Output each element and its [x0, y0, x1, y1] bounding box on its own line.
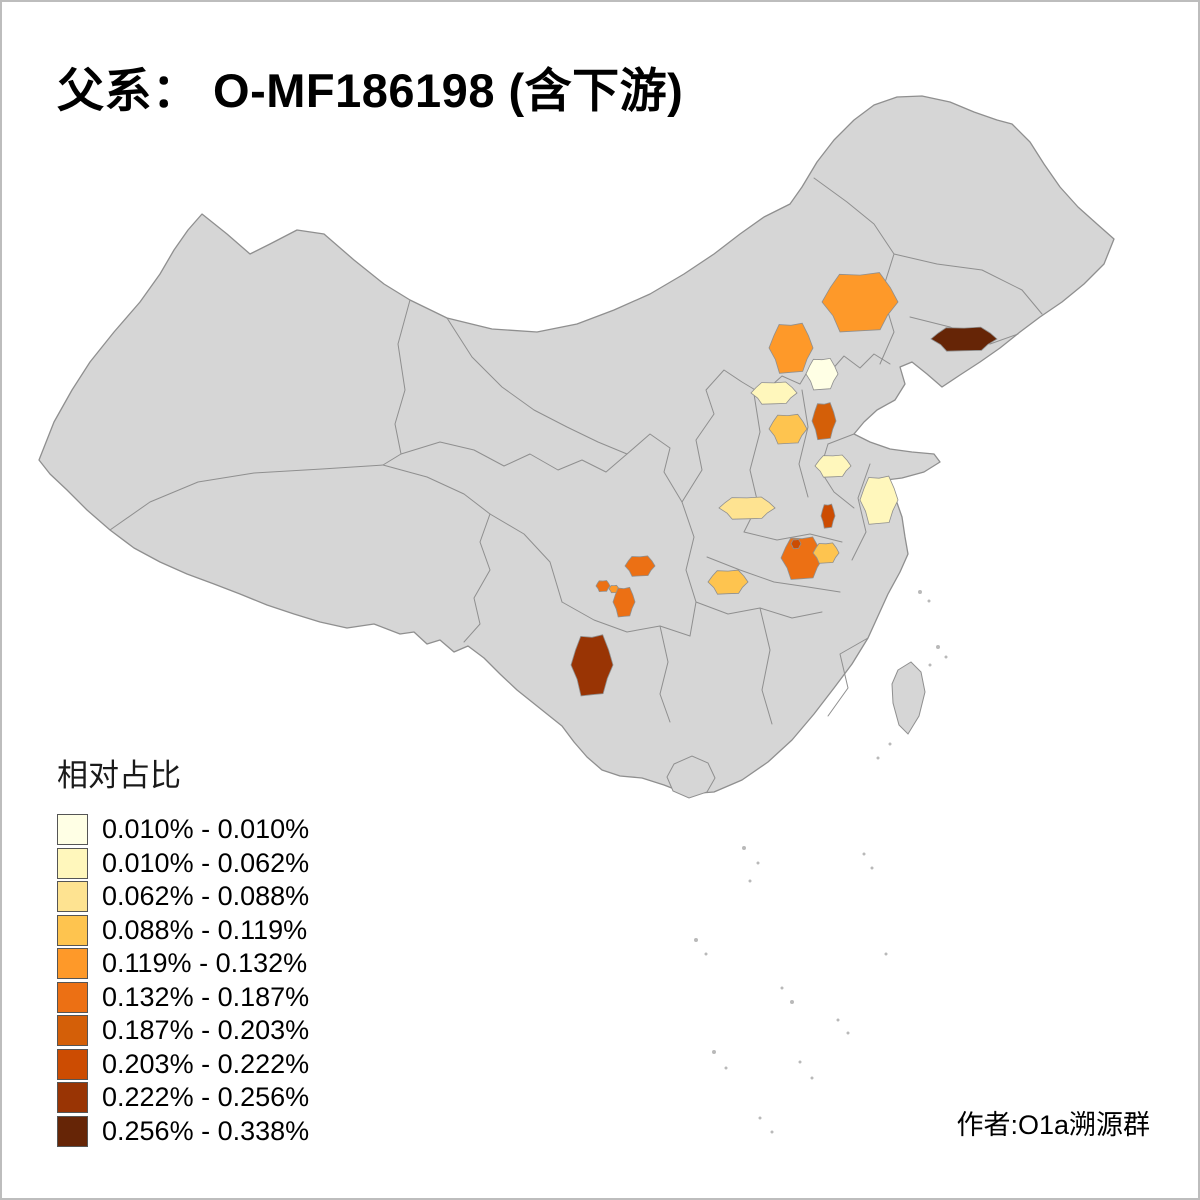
legend-label: 0.222% - 0.256% [102, 1082, 310, 1113]
legend-swatch [57, 948, 88, 980]
legend-swatch [57, 1015, 88, 1047]
highlighted-region [820, 503, 836, 529]
legend-label: 0.088% - 0.119% [102, 914, 308, 945]
hainan-island [666, 755, 716, 799]
legend-swatch [57, 981, 88, 1013]
legend-row: 0.256% - 0.338% [57, 1115, 309, 1149]
highlighted-region [570, 634, 614, 697]
legend-swatch [57, 881, 88, 913]
legend-label: 0.187% - 0.203% [102, 1015, 310, 1046]
highlighted-region [612, 586, 636, 618]
attribution: 作者:O1a溯源群 [956, 1110, 1150, 1140]
figure-title: 父系： O-MF186198 (含下游) [57, 64, 684, 117]
highlighted-region [812, 542, 840, 564]
highlighted-region [595, 580, 611, 593]
legend-title: 相对占比 [57, 758, 181, 793]
highlighted-region [707, 569, 749, 595]
highlighted-region [859, 475, 899, 525]
highlighted-region [780, 536, 824, 580]
legend-label: 0.119% - 0.132% [102, 948, 308, 979]
highlighted-region [718, 496, 776, 520]
legend-row: 0.119% - 0.132% [57, 947, 309, 981]
highlighted-region [814, 454, 852, 478]
legend-swatch [57, 814, 88, 846]
legend-row: 0.203% - 0.222% [57, 1048, 309, 1082]
legend-label: 0.256% - 0.338% [102, 1115, 310, 1146]
small-islands [694, 590, 948, 1134]
legend-label: 0.132% - 0.187% [102, 981, 310, 1012]
legend: 相对占比 0.010% - 0.010% 0.010% - 0.062% 0.062… [57, 750, 309, 1148]
legend-label: 0.010% - 0.010% [102, 814, 310, 845]
legend-label: 0.203% - 0.222% [102, 1048, 310, 1079]
legend-swatch [57, 1048, 88, 1080]
highlighted-region [811, 402, 837, 441]
highlighted-region [790, 538, 802, 550]
highlighted-regions [570, 272, 998, 697]
legend-row: 0.088% - 0.119% [57, 914, 309, 948]
china-mainland [38, 95, 1115, 795]
highlighted-region [750, 381, 798, 405]
legend-row: 0.187% - 0.203% [57, 1014, 309, 1048]
legend-row: 0.132% - 0.187% [57, 981, 309, 1015]
taiwan-island [891, 661, 926, 735]
legend-row: 0.062% - 0.088% [57, 880, 309, 914]
highlighted-region [821, 272, 899, 333]
highlighted-region [930, 326, 998, 352]
highlighted-region [624, 555, 656, 577]
legend-row: 0.010% - 0.010% [57, 813, 309, 847]
legend-label: 0.010% - 0.062% [102, 847, 310, 878]
legend-rows: 0.010% - 0.010% 0.010% - 0.062% 0.062% - 0… [57, 813, 309, 1148]
legend-swatch [57, 1082, 88, 1114]
legend-row: 0.222% - 0.256% [57, 1081, 309, 1115]
legend-row: 0.010% - 0.062% [57, 847, 309, 881]
legend-swatch [57, 914, 88, 946]
legend-label: 0.062% - 0.088% [102, 881, 310, 912]
highlighted-region [768, 322, 814, 374]
legend-swatch [57, 1115, 88, 1147]
legend-swatch [57, 847, 88, 879]
highlighted-region [805, 357, 839, 391]
highlighted-region [768, 413, 808, 445]
